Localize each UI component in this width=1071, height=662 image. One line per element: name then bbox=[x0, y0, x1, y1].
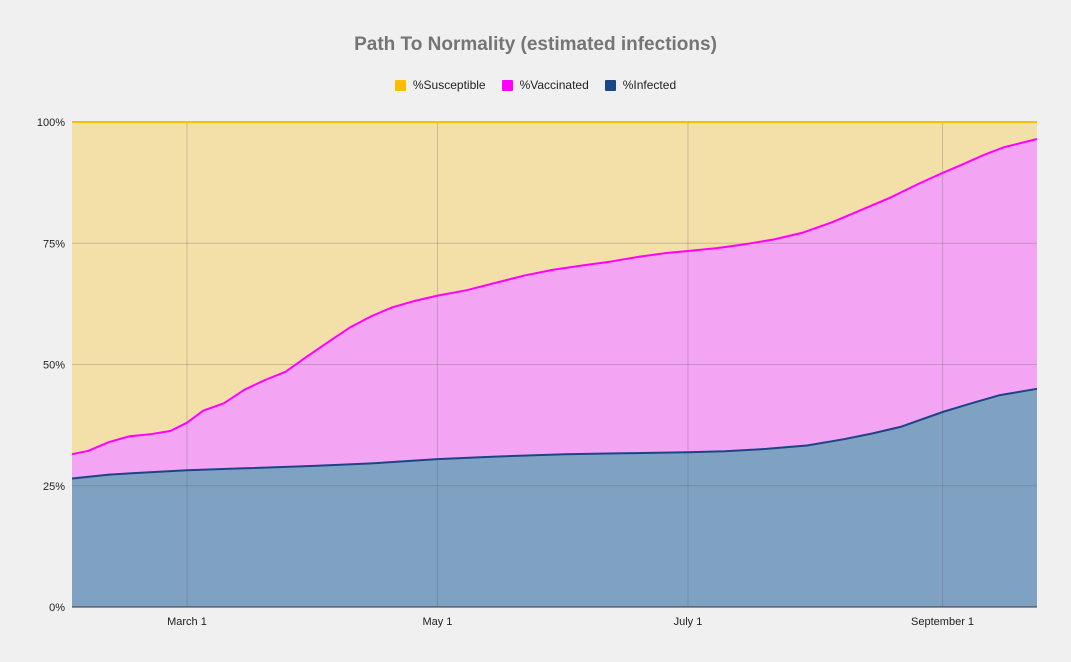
x-tick-label: May 1 bbox=[422, 616, 452, 628]
area-infected bbox=[72, 388, 1037, 607]
legend-label-infected: %Infected bbox=[622, 78, 677, 92]
legend-swatch-infected bbox=[604, 79, 616, 91]
line-vaccinated bbox=[71, 138, 1038, 456]
chart-title: Path To Normality (estimated infections) bbox=[354, 34, 717, 55]
x-tick-label: September 1 bbox=[911, 616, 974, 628]
legend-item-susceptible[interactable]: %Susceptible bbox=[394, 78, 486, 92]
legend-item-vaccinated[interactable]: %Vaccinated bbox=[501, 78, 589, 92]
legend-swatch-susceptible bbox=[394, 79, 406, 91]
legend-label-vaccinated: %Vaccinated bbox=[519, 78, 589, 92]
y-tick-label: 25% bbox=[43, 481, 65, 493]
line-infected bbox=[71, 387, 1038, 480]
y-tick-label: 100% bbox=[37, 117, 65, 129]
y-tick-label: 75% bbox=[43, 238, 65, 250]
legend-item-infected[interactable]: %Infected bbox=[604, 78, 677, 92]
x-tick-label: March 1 bbox=[167, 616, 207, 628]
y-tick-label: 50% bbox=[43, 360, 65, 372]
legend-label-susceptible: %Susceptible bbox=[412, 78, 486, 92]
x-tick-label: July 1 bbox=[674, 616, 703, 628]
y-tick-label: 0% bbox=[49, 602, 65, 614]
legend: %Susceptible %Vaccinated %Infected bbox=[0, 78, 1071, 92]
legend-swatch-vaccinated bbox=[501, 79, 513, 91]
